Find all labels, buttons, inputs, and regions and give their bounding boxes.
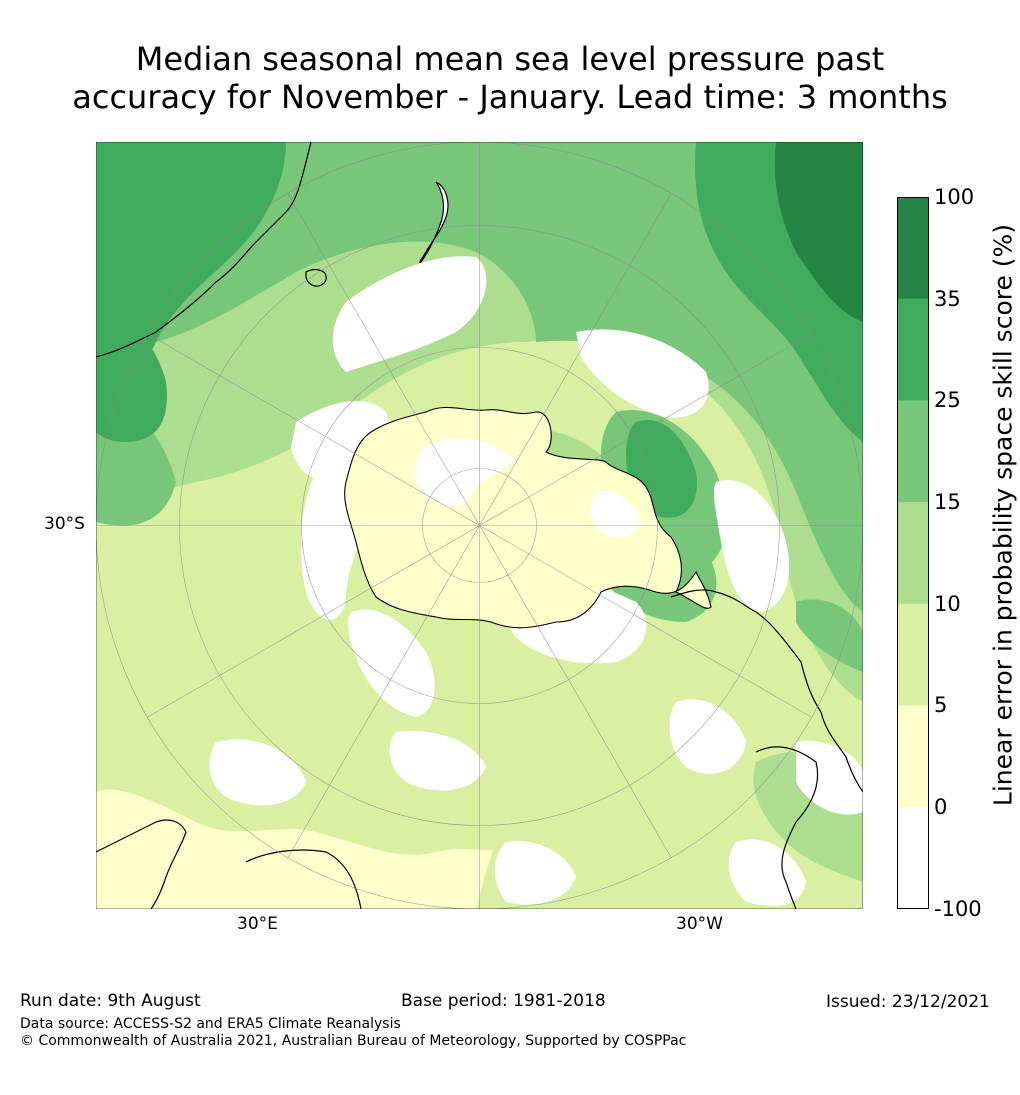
map-title: Median seasonal mean sea level pressure … (0, 40, 1020, 116)
antarctic-neg-ring (414, 438, 516, 506)
south-america-outline (670, 589, 863, 793)
colorbar-bin (897, 197, 929, 300)
colorbar-tick-10: 10 (934, 592, 961, 616)
issued-date: Issued: 23/12/2021 (826, 992, 990, 1012)
south-america-east-coast (755, 746, 819, 909)
colorbar-bin (897, 603, 929, 707)
colorbar-tick-35: 35 (934, 287, 961, 311)
colorbar-tick-5: 5 (934, 693, 948, 717)
colorbar-border (897, 197, 929, 909)
data-source: Data source: ACCESS-S2 and ERA5 Climate … (20, 1016, 401, 1032)
colorbar-bin (897, 807, 929, 909)
colorbar-bin (897, 298, 929, 401)
tasmania-outline (305, 269, 327, 287)
colorbar-bin (897, 400, 929, 503)
colorbar-tick-neg100: -100 (934, 897, 982, 921)
colorbar-tick-100: 100 (934, 185, 975, 209)
base-period: Base period: 1981-2018 (401, 991, 606, 1011)
africa-outline (96, 819, 187, 909)
colorbar-title-text: Linear error in probability space skill … (988, 223, 1018, 807)
title-line-2: accuracy for November - January. Lead ti… (72, 78, 948, 116)
colorbar-tick-0: 0 (934, 795, 948, 819)
colorbar-tick-15: 15 (934, 490, 961, 514)
colorbar-bin (897, 705, 929, 808)
polar-skill-map (96, 142, 863, 909)
australia-outline (96, 142, 312, 358)
lat-label-30s: 30°S (44, 514, 85, 534)
colorbar (897, 197, 929, 909)
colorbar-tick-25: 25 (934, 388, 961, 412)
run-date: Run date: 9th August (20, 991, 201, 1011)
title-line-1: Median seasonal mean sea level pressure … (135, 40, 885, 78)
lon-label-30e: 30°E (237, 914, 278, 934)
lon-label-30w: 30°W (676, 914, 723, 934)
new-zealand-outline (419, 181, 449, 264)
copyright: © Commonwealth of Australia 2021, Austra… (20, 1033, 687, 1049)
colorbar-bin (897, 502, 929, 605)
madagascar-outline (245, 849, 362, 909)
skill-band-35-100 (774, 142, 863, 322)
graticule (96, 142, 863, 909)
